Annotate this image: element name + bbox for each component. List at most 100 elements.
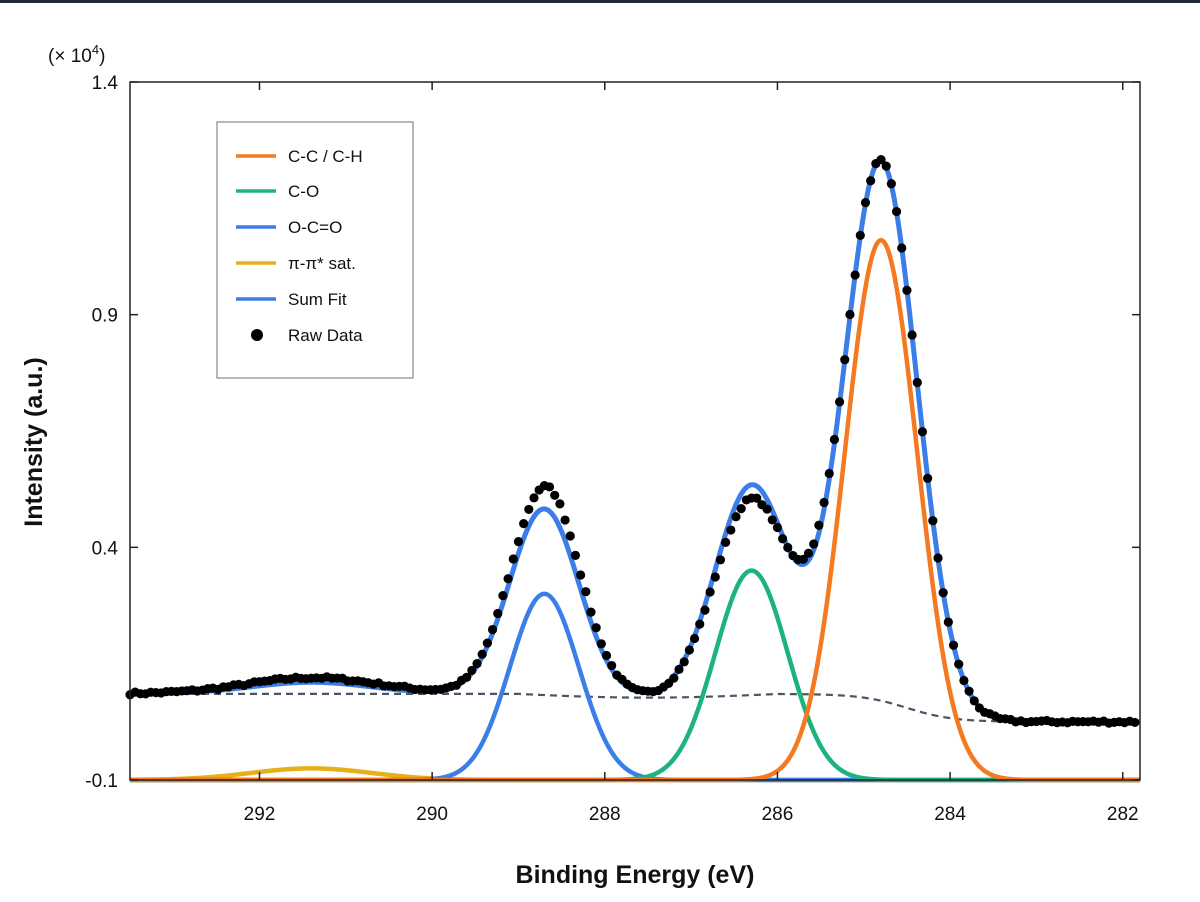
raw-data-point bbox=[710, 572, 720, 582]
x-axis: 292 290 288 286 284 282 bbox=[244, 82, 1139, 825]
y-scale-exponent: 4 bbox=[92, 42, 99, 57]
raw-data-point bbox=[519, 519, 529, 529]
legend-label-raw: Raw Data bbox=[288, 326, 363, 345]
raw-data-point bbox=[695, 619, 705, 629]
raw-data-point bbox=[845, 309, 855, 320]
raw-data-point bbox=[762, 504, 772, 514]
raw-data-point bbox=[881, 161, 891, 171]
raw-data-point bbox=[689, 633, 700, 644]
raw-data-point bbox=[964, 686, 974, 696]
raw-data-point bbox=[969, 696, 979, 706]
y-scale-suffix: ) bbox=[99, 46, 105, 67]
raw-data-point bbox=[705, 587, 715, 597]
raw-data-point bbox=[555, 499, 565, 509]
legend-item-raw: Raw Data bbox=[251, 326, 363, 345]
raw-data-point bbox=[731, 512, 741, 522]
y-tick-label: 0.9 bbox=[92, 306, 118, 327]
legend-label-sum: Sum Fit bbox=[288, 290, 347, 309]
raw-data-point bbox=[601, 650, 612, 661]
y-scale-prefix: (× 10 bbox=[48, 46, 92, 67]
legend-item-sum: Sum Fit bbox=[236, 290, 347, 309]
raw-data-point bbox=[674, 664, 684, 675]
raw-data-point bbox=[824, 468, 834, 479]
raw-data-point bbox=[917, 427, 928, 437]
raw-data-point bbox=[726, 525, 736, 535]
raw-data-point bbox=[477, 649, 487, 659]
window-top-bar bbox=[0, 0, 1200, 3]
raw-data-point bbox=[772, 522, 783, 533]
raw-data-point bbox=[669, 673, 679, 683]
raw-data-point bbox=[482, 638, 492, 648]
raw-data-point bbox=[923, 473, 933, 483]
raw-data-point bbox=[876, 154, 886, 165]
raw-data-point bbox=[778, 534, 788, 544]
raw-data-point bbox=[581, 587, 591, 597]
legend-box bbox=[216, 121, 414, 379]
raw-data-point bbox=[467, 665, 477, 676]
raw-data-point bbox=[783, 542, 793, 553]
raw-data-point bbox=[586, 607, 596, 617]
raw-data-point bbox=[596, 639, 606, 649]
raw-data-point bbox=[954, 659, 964, 669]
y-tick-label: 1.4 bbox=[92, 73, 119, 94]
raw-data-point bbox=[886, 179, 896, 189]
raw-data-point bbox=[752, 493, 762, 503]
raw-data-point bbox=[576, 570, 586, 580]
plot-frame bbox=[129, 81, 1141, 781]
legend-item-cc: C-C / C-H bbox=[236, 147, 363, 166]
raw-data-point bbox=[959, 675, 969, 686]
raw-data-point bbox=[866, 176, 876, 186]
raw-data-point bbox=[819, 497, 829, 508]
y-tick-label: -0.1 bbox=[85, 771, 118, 792]
legend-label-sat: π-π* sat. bbox=[288, 254, 356, 273]
raw-data-point bbox=[798, 554, 808, 564]
raw-data-point bbox=[943, 617, 953, 627]
raw-data-point bbox=[550, 490, 560, 500]
plot-border bbox=[129, 81, 1141, 781]
raw-data-point bbox=[928, 516, 938, 526]
raw-data-point bbox=[814, 520, 824, 530]
raw-data-point bbox=[897, 243, 907, 253]
raw-data-point bbox=[840, 355, 850, 365]
raw-data-point bbox=[544, 482, 555, 492]
raw-data-point bbox=[809, 539, 819, 549]
legend-label-co: C-O bbox=[288, 182, 319, 201]
raw-data-point bbox=[570, 550, 581, 560]
raw-data-point bbox=[560, 515, 570, 525]
background-line bbox=[130, 692, 1140, 723]
raw-data-point bbox=[508, 554, 518, 564]
raw-data-point bbox=[684, 645, 694, 655]
legend-item-co: C-O bbox=[236, 182, 319, 201]
y-scale-label: (× 104) bbox=[48, 42, 105, 67]
y-tick-label: 0.4 bbox=[92, 538, 119, 559]
raw-data-point bbox=[860, 198, 871, 208]
raw-data-point bbox=[565, 531, 575, 541]
x-tick-label: 290 bbox=[416, 804, 448, 825]
x-tick-label: 282 bbox=[1107, 804, 1139, 825]
raw-data-point bbox=[948, 640, 959, 650]
raw-data-point bbox=[829, 434, 840, 445]
raw-data-point bbox=[700, 605, 710, 615]
raw-data-point bbox=[462, 672, 472, 682]
x-axis-title: Binding Energy (eV) bbox=[516, 861, 755, 889]
legend-label-oco: O-C=O bbox=[288, 218, 342, 237]
y-axis-title: Intensity (a.u.) bbox=[20, 357, 48, 526]
raw-data-point bbox=[524, 504, 534, 515]
legend-item-sat: π-π* sat. bbox=[236, 254, 356, 273]
raw-data-points bbox=[125, 154, 1140, 728]
legend: C-C / C-H C-O O-C=O π-π* sat. Sum Fit Ra… bbox=[216, 121, 414, 379]
raw-data-point bbox=[715, 555, 726, 565]
raw-data-point bbox=[679, 657, 689, 667]
raw-data-point bbox=[907, 330, 917, 340]
legend-label-cc: C-C / C-H bbox=[288, 147, 363, 166]
raw-data-point bbox=[855, 230, 865, 240]
raw-data-point bbox=[493, 608, 503, 619]
raw-data-point bbox=[933, 553, 943, 563]
raw-data-point bbox=[513, 537, 524, 547]
x-tick-label: 288 bbox=[589, 804, 621, 825]
x-tick-label: 286 bbox=[762, 804, 794, 825]
raw-data-point bbox=[767, 515, 777, 525]
raw-data-point bbox=[529, 493, 539, 503]
raw-data-point bbox=[472, 658, 482, 669]
